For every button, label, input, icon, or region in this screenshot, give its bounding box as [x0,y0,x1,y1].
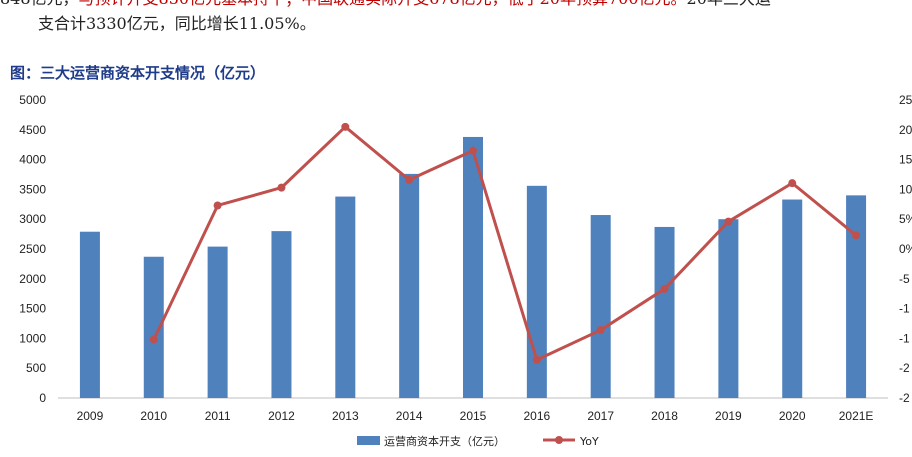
x-tick-label: 2009 [77,409,104,423]
left-tick-label: 1000 [19,331,46,345]
left-tick-label: 500 [26,361,46,375]
right-tick-label: 0% [899,242,912,256]
right-tick-label: -1 [899,302,910,316]
legend-bar-swatch [357,436,380,445]
yoy-point-2014 [405,175,414,184]
yoy-point-2015 [469,146,477,155]
yoy-point-2010 [149,335,158,344]
yoy-line [152,125,858,362]
left-tick-label: 5000 [19,93,46,107]
left-tick-label: 0 [39,391,46,405]
bar-2018 [654,226,675,398]
yoy-point-2013 [341,122,350,131]
bar-2016 [526,185,547,398]
legend-bar-label: 运营商资本开支（亿元） [384,434,505,448]
left-tick-label: 2500 [19,242,46,256]
yoy-point-2017 [596,326,605,335]
bar-2019 [718,219,739,398]
right-tick-label: 10 [899,182,912,196]
right-tick-label: 5% [899,212,912,226]
bar-2011 [207,246,228,398]
x-tick-label: 2014 [396,409,423,423]
right-axis: 25 20% 15 10 5% 0% -5 -1 -1 -2 -2 [899,93,912,405]
x-tick-label: 2018 [651,409,678,423]
x-tick-label: 2017 [587,409,614,423]
x-tick-label: 2016 [523,409,550,423]
yoy-point-2011 [213,201,222,210]
x-tick-label: 2011 [205,409,231,423]
yoy-point-2019 [724,217,733,226]
right-tick-label: 15 [899,153,912,167]
x-tick-label: 2021E [839,409,874,423]
yoy-line-series [149,122,861,364]
right-tick-label: -2 [899,391,910,405]
left-tick-label: 2000 [19,272,46,286]
right-tick-label: -5 [899,272,910,286]
left-tick-label: 3500 [19,182,46,196]
bar-2010 [143,256,164,398]
bar-series [79,136,867,398]
x-axis: 2009 2010 2011 2012 2013 2014 2015 2016 2017 2018… [77,409,874,423]
body-text-line-2: 支合计3330亿元，同比增长11.05%。 [38,14,316,33]
right-tick-label: -1 [899,331,910,345]
legend-line-marker [555,436,563,444]
yoy-point-2020 [788,179,797,188]
x-tick-label: 2010 [140,409,167,423]
left-axis: 0 500 1000 1500 2000 2500 3000 3500 4000 4500 5000 [19,93,46,405]
bar-2013 [335,196,356,398]
right-tick-label: -2 [899,361,910,375]
bar-2020 [782,199,803,398]
bar-2009 [79,231,100,398]
yoy-point-2012 [277,183,286,192]
bar-2014 [399,173,420,398]
right-tick-label: 25 [899,93,912,107]
left-tick-label: 4500 [19,123,46,137]
right-tick-label: 20% [899,123,912,137]
x-tick-label: 2015 [460,409,487,423]
left-tick-label: 3000 [19,212,46,226]
figure-title: 图：三大运营商资本开支情况（亿元） [10,64,266,82]
left-tick-label: 4000 [19,153,46,167]
x-tick-label: 2013 [332,409,359,423]
left-tick-label: 1500 [19,302,46,316]
bar-2021E [846,195,867,398]
bar-2017 [590,215,611,398]
yoy-point-2021E [852,231,861,240]
x-tick-label: 2019 [715,409,742,423]
x-tick-label: 2012 [268,409,295,423]
bar-2015 [463,136,483,398]
x-tick-label: 2020 [779,409,806,423]
bar-2012 [271,231,292,398]
body-text-line-1: 848亿元，与预计开支850亿元基本持平；中国联通实际开支678亿元，低于20年… [0,0,912,10]
legend: 运营商资本开支（亿元） YoY [357,434,599,448]
yoy-point-2018 [660,284,669,293]
legend-line-label: YoY [579,435,599,448]
yoy-point-2016 [532,355,541,364]
